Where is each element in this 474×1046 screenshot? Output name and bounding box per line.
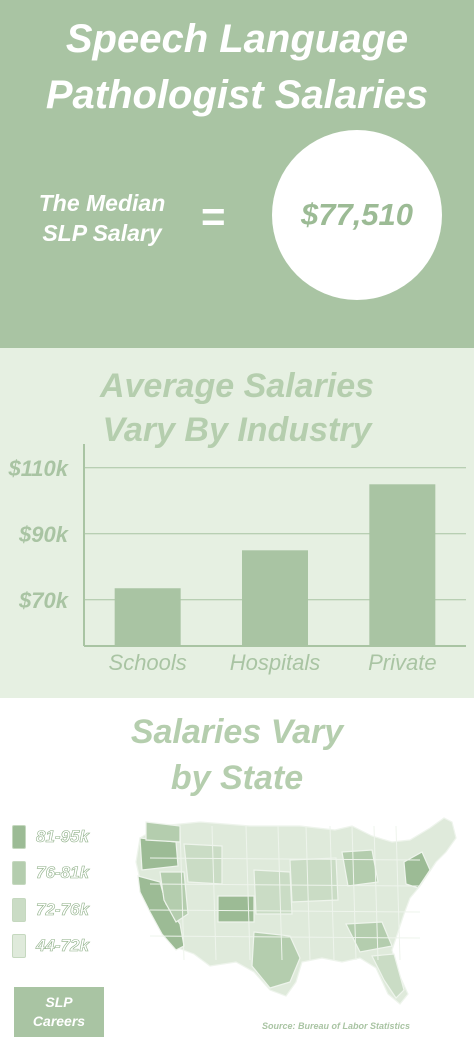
equals-sign: = (201, 193, 226, 240)
brand-line1: SLP (45, 994, 73, 1010)
legend-label-4: 44-72k (36, 936, 90, 956)
legend-label-3: 72-76k (36, 900, 90, 920)
legend-swatch-2 (12, 861, 26, 885)
y-tick-label-3: $70k (18, 588, 70, 613)
industry-bar-chart: $110k $90k $70k Schools Hospitals Private (7, 444, 466, 675)
x-tick-label-schools: Schools (109, 650, 187, 675)
y-tick-label-2: $90k (18, 522, 70, 547)
median-label: The Median SLP Salary (20, 188, 184, 248)
median-label-line1: The Median (38, 190, 166, 216)
brand-badge: SLP Careers (14, 987, 104, 1037)
bar-hospitals (242, 550, 308, 646)
legend-swatch-3 (12, 898, 26, 922)
median-label-line2: SLP Salary (42, 220, 162, 246)
median-section: Speech Language Pathologist Salaries The… (0, 0, 474, 348)
x-tick-label-private: Private (368, 650, 436, 675)
industry-title-line2: Vary By Industry (102, 411, 372, 449)
x-tick-label-hospitals: Hospitals (230, 650, 320, 675)
legend-swatch-4 (12, 934, 26, 958)
industry-title-line1: Average Salaries (99, 367, 375, 405)
bar-schools (114, 588, 181, 646)
median-circle: $77,510 (272, 130, 442, 300)
state-title-line1: Salaries Vary (130, 713, 344, 751)
bar-private (369, 484, 436, 646)
state-title-line2: by State (170, 759, 304, 797)
page-title-line1: Speech Language (65, 17, 409, 61)
legend-swatch-1 (12, 825, 26, 849)
legend-label-1: 81-95k (36, 827, 90, 847)
brand-line2: Careers (32, 1013, 86, 1029)
page-title-line2: Pathologist Salaries (45, 73, 429, 117)
industry-section: Average Salaries Vary By Industry $110k $… (0, 348, 474, 698)
source-note: Source: Bureau of Labor Statistics (262, 1021, 411, 1031)
median-salary-value: $77,510 (300, 197, 414, 232)
y-tick-label-1: $110k (7, 456, 69, 481)
legend-label-2: 76-81k (36, 863, 90, 883)
